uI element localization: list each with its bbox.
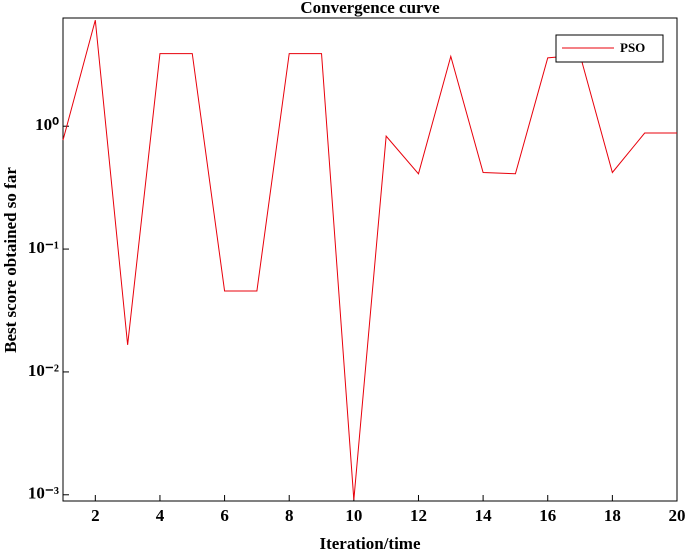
x-tick-label: 6 <box>220 506 229 525</box>
x-tick-label: 14 <box>475 506 493 525</box>
y-tick-label: 10⁰ <box>35 115 59 134</box>
line <box>62 20 677 500</box>
x-tick-label: 10 <box>345 506 362 525</box>
x-tick-label: 16 <box>539 506 556 525</box>
legend-label: PSO <box>620 40 645 55</box>
x-axis-label: Iteration/time <box>319 534 420 553</box>
x-tick-label: 12 <box>410 506 427 525</box>
x-tick-label: 4 <box>156 506 165 525</box>
y-tick-label: 10⁻² <box>28 361 59 380</box>
y-axis-label: Best score obtained so far <box>1 167 20 353</box>
y-tick-label: 10⁻¹ <box>28 238 59 257</box>
x-tick-label: 2 <box>91 506 100 525</box>
x-tick-label: 8 <box>285 506 294 525</box>
x-tick-label: 20 <box>669 506 685 525</box>
plot-frame <box>62 17 678 502</box>
y-tick-label: 10⁻³ <box>28 484 59 503</box>
chart-title: Convergence curve <box>300 0 440 17</box>
x-tick-label: 18 <box>604 506 621 525</box>
